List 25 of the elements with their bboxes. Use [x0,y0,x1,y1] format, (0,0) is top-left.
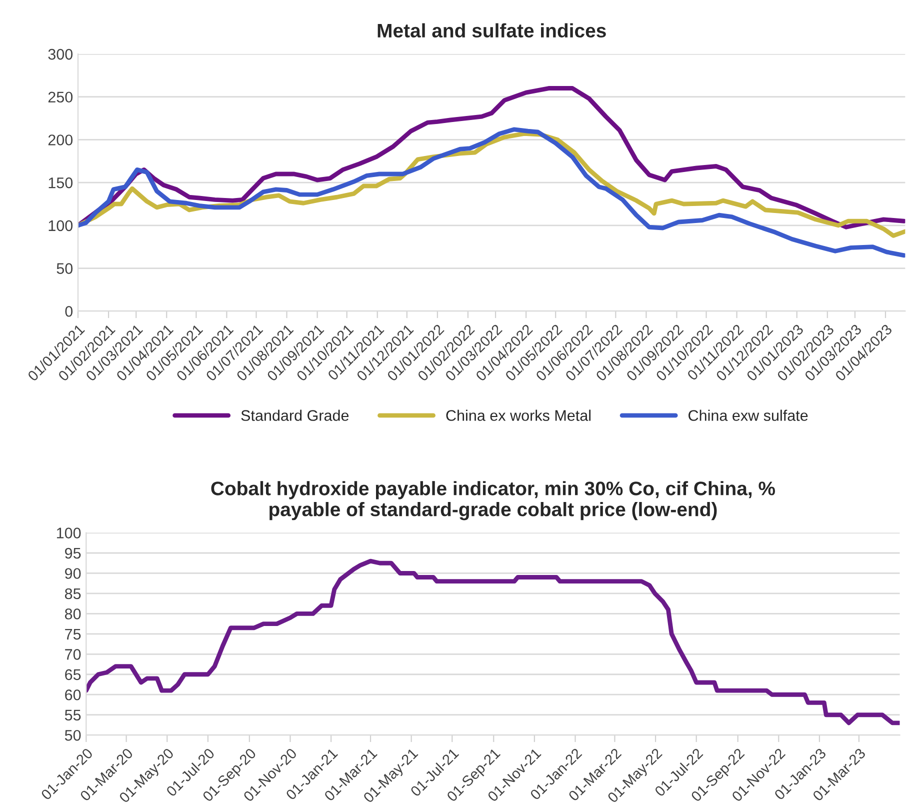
legend-label: China exw sulfate [688,410,808,421]
y-tick-label: 70 [65,649,81,660]
y-tick-label: 200 [48,134,73,146]
y-tick-label: 85 [64,588,81,600]
chart-title: Metal and sulfate indices [378,23,606,38]
line-series [78,127,906,258]
y-tick-label: 50 [56,263,73,274]
y-tick-label: 95 [65,548,81,559]
y-tick-label: 100 [48,220,73,232]
y-tick-label: 55 [64,710,81,721]
line-series [86,558,900,726]
chart-title: Cobalt hydroxide payable indicator, min 30% Co, cif China, % payable of standard-grade cobalt price (low-end) [211,481,776,520]
y-tick-label: 90 [65,568,81,579]
legend-label: China ex works Metal [446,410,591,421]
legend-label: Standard Grade [241,410,349,421]
y-tick-label: 75 [65,628,81,640]
y-tick-label: 50 [64,730,81,741]
y-tick-label: 100 [56,528,81,538]
y-tick-label: 300 [48,48,73,60]
y-tick-label: 60 [65,689,81,700]
y-tick-label: 250 [48,92,73,103]
y-tick-label: 65 [65,669,81,680]
y-tick-label: 150 [48,177,73,188]
y-tick-label: 80 [64,608,81,620]
y-tick-label: 0 [65,306,73,317]
